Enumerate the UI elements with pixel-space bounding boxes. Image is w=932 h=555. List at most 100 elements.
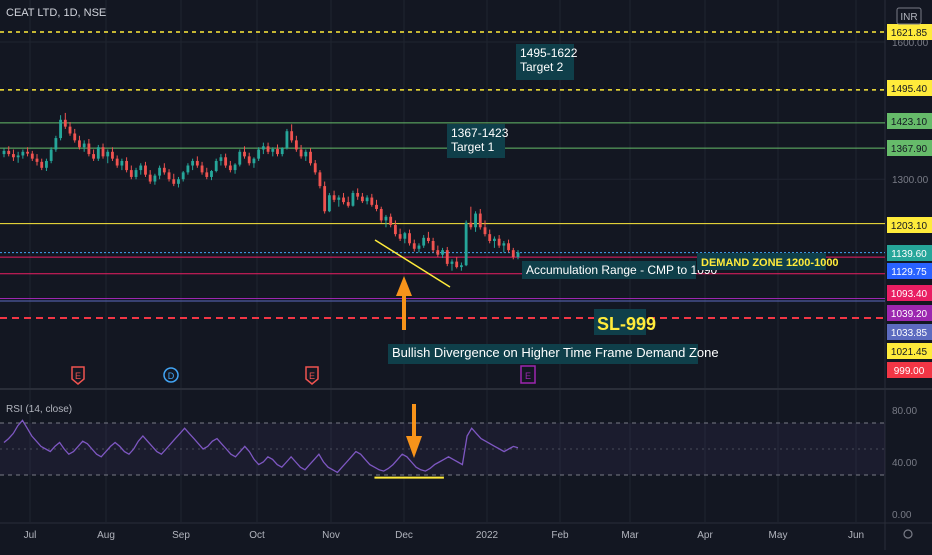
candle-body (129, 170, 133, 177)
time-tick-label: Jun (848, 530, 864, 541)
candle-body (327, 195, 331, 212)
candle-body (351, 192, 355, 206)
candle-body (469, 222, 473, 228)
candle (30, 150, 34, 161)
price-tag-text: 1423.10 (891, 117, 928, 128)
candle (16, 151, 20, 163)
price-tag-text: 1203.10 (891, 221, 928, 232)
price-tag: 1021.45 (887, 343, 932, 359)
time-tick-label: Oct (249, 530, 265, 541)
rsi-arrow-head (406, 436, 422, 458)
candle-body (214, 160, 218, 172)
price-tag-bg (887, 217, 932, 233)
candle (96, 144, 100, 161)
candle-body (45, 160, 48, 168)
price-tag-bg (887, 343, 932, 359)
candle-body (63, 119, 67, 127)
event-marker-shape (520, 365, 536, 384)
price-tag-text: 1039.20 (891, 309, 928, 320)
candle-body (92, 154, 96, 159)
price-tag-text: 1139.60 (891, 249, 927, 260)
price-trendline (374, 239, 451, 288)
candle (403, 231, 407, 244)
time-tick-label: 2022 (476, 530, 499, 541)
candle-body (172, 179, 176, 184)
candle-body (191, 160, 195, 166)
candle (398, 228, 402, 242)
target2-label-bg (516, 44, 574, 80)
candle (271, 147, 275, 157)
candle (384, 214, 388, 228)
price-tag-text: 1093.40 (891, 289, 928, 300)
candle-body (68, 126, 72, 134)
price-tag: 1139.60 (887, 245, 932, 261)
candle-body (73, 133, 77, 141)
candle (445, 246, 449, 267)
candle-body (412, 243, 416, 249)
candle (285, 128, 289, 150)
candle-body (2, 150, 6, 155)
candle (82, 140, 86, 152)
candle (172, 173, 176, 187)
rsi-legend: RSI (14, close) (6, 404, 72, 415)
event-marker[interactable]: E (71, 366, 85, 385)
candle-body (224, 157, 228, 166)
candle (318, 170, 322, 189)
candle (464, 220, 468, 267)
price-tag: 1621.85 (887, 24, 932, 40)
event-marker[interactable]: E (520, 365, 536, 384)
candle-body (148, 174, 152, 182)
candle (327, 192, 331, 213)
candle-body (398, 234, 402, 239)
candle (455, 257, 459, 269)
candle (478, 208, 482, 230)
candle-body (30, 153, 34, 159)
target1-label-bg (447, 124, 505, 158)
currency-badge[interactable]: INR (896, 7, 922, 25)
candle (2, 148, 6, 158)
price-tag-bg (887, 263, 932, 279)
candle (346, 196, 350, 208)
candle-body (181, 172, 185, 180)
price-tag-text: 999.00 (894, 366, 925, 377)
time-tick-label: Nov (322, 530, 340, 541)
candle-body (403, 233, 407, 239)
price-tag-bg (887, 113, 932, 129)
candle-body (158, 167, 162, 176)
candle-body (478, 213, 482, 228)
candle-body (280, 148, 284, 155)
price-tag-bg (887, 285, 932, 301)
candle (441, 247, 444, 258)
currency-badge-text: INR (900, 12, 917, 23)
event-marker-text: E (75, 371, 81, 381)
candle-body (389, 216, 393, 225)
candle-body (101, 147, 105, 157)
candle (351, 190, 355, 207)
event-marker-text: E (525, 371, 531, 381)
price-tag: 1039.20 (887, 305, 932, 321)
event-marker[interactable]: E (305, 366, 319, 385)
price-tag: 1033.85 (887, 324, 932, 340)
candle (332, 190, 336, 203)
settings-gear-icon[interactable] (903, 529, 913, 539)
candle (257, 147, 261, 161)
price-tag-bg (887, 140, 932, 156)
candle-body (59, 119, 63, 139)
price-tag: 1495.40 (887, 80, 932, 96)
price-tag-bg (887, 362, 932, 378)
candle (412, 239, 416, 252)
candle-body (507, 243, 510, 251)
candle-body (78, 140, 81, 148)
candle (195, 156, 199, 168)
event-marker[interactable]: D (163, 367, 179, 383)
candle (144, 161, 147, 177)
rsi-pane: RSI (14, close) 0.00 40.00 80.00 (0, 404, 917, 521)
candle (59, 115, 63, 141)
candle-body (304, 151, 308, 157)
candle (290, 124, 294, 143)
candle-body (125, 160, 129, 171)
candle (115, 155, 119, 168)
candle-body (426, 237, 430, 242)
candle-body (337, 197, 341, 200)
